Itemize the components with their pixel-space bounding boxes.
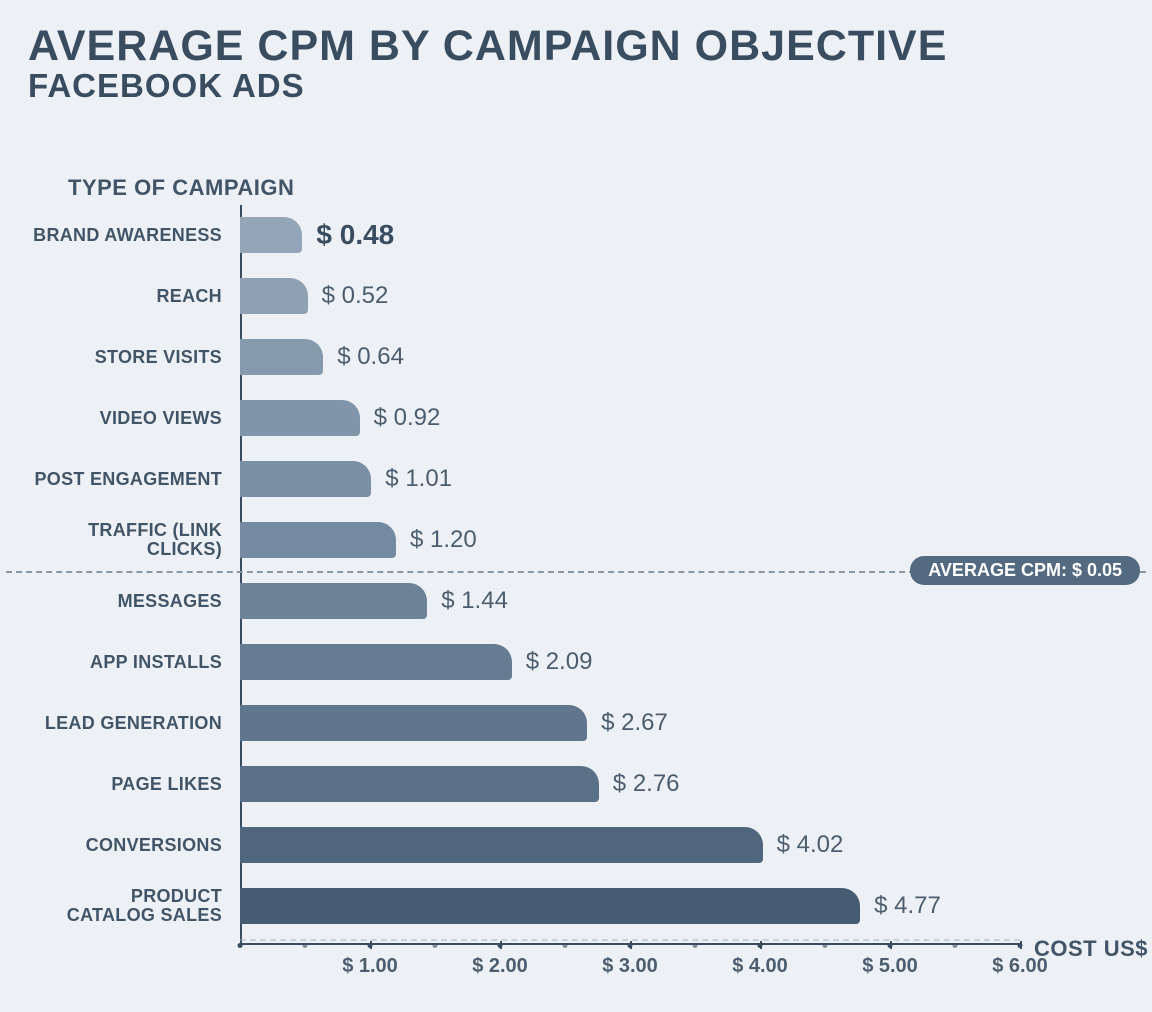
bar: $ 0.48: [240, 217, 302, 253]
bar-value: $ 2.67: [587, 709, 668, 737]
bar-row: REACH$ 0.52: [240, 278, 308, 314]
x-tick-label: $ 4.00: [732, 955, 788, 978]
x-tick-dot: [498, 943, 503, 948]
x-tick-dot: [628, 943, 633, 948]
bar-row: CONVERSIONS$ 4.02: [240, 827, 763, 863]
bar-label: BRAND AWARENESS: [20, 226, 240, 245]
bar: $ 2.09: [240, 644, 512, 680]
bar-value: $ 2.76: [599, 770, 680, 798]
bar-label: VIDEO VIEWS: [20, 409, 240, 428]
bar-row: PAGE LIKES$ 2.76: [240, 766, 599, 802]
bar-row: TRAFFIC (LINK CLICKS)$ 1.20: [240, 522, 396, 558]
chart-title: AVERAGE CPM BY CAMPAIGN OBJECTIVE: [28, 22, 1152, 71]
bar-value: $ 4.77: [860, 892, 941, 920]
bar-row: LEAD GENERATION$ 2.67: [240, 705, 587, 741]
chart-subtitle: FACEBOOK ADS: [28, 67, 1152, 105]
bar-value: $ 0.92: [360, 404, 441, 432]
bar: $ 2.67: [240, 705, 587, 741]
bar: $ 4.77: [240, 888, 860, 924]
bar: $ 1.20: [240, 522, 396, 558]
bar-label: PAGE LIKES: [20, 775, 240, 794]
bar-label: APP INSTALLS: [20, 653, 240, 672]
x-tick-label: $ 3.00: [602, 955, 658, 978]
x-minor-dot: [563, 943, 568, 948]
x-tick-dot: [758, 943, 763, 948]
bar: $ 0.64: [240, 339, 323, 375]
x-minor-dot: [953, 943, 958, 948]
bar-value: $ 4.02: [763, 831, 844, 859]
x-tick-label: $ 2.00: [472, 955, 528, 978]
y-axis-label: TYPE OF CAMPAIGN: [68, 175, 294, 201]
x-origin-dot: [238, 943, 243, 948]
bar-value: $ 1.01: [371, 465, 452, 493]
x-minor-dot: [303, 943, 308, 948]
x-minor-dot: [693, 943, 698, 948]
bar: $ 0.52: [240, 278, 308, 314]
bar-value: $ 0.52: [308, 282, 389, 310]
bar-label: POST ENGAGEMENT: [20, 470, 240, 489]
bar-row: BRAND AWARENESS$ 0.48: [240, 217, 302, 253]
x-tick-label: $ 1.00: [342, 955, 398, 978]
bar-value: $ 0.64: [323, 343, 404, 371]
average-badge: AVERAGE CPM: $ 0.05: [910, 556, 1140, 585]
bar-row: VIDEO VIEWS$ 0.92: [240, 400, 360, 436]
bar-label: REACH: [20, 287, 240, 306]
bar: $ 1.44: [240, 583, 427, 619]
bar: $ 2.76: [240, 766, 599, 802]
bar-row: POST ENGAGEMENT$ 1.01: [240, 461, 371, 497]
x-tick-dot: [1018, 943, 1023, 948]
x-tick-label: $ 5.00: [862, 955, 918, 978]
x-tick-dot: [368, 943, 373, 948]
bar-label: CONVERSIONS: [20, 836, 240, 855]
x-minor-dot: [433, 943, 438, 948]
bar-label: PRODUCTCATALOG SALES: [20, 887, 240, 925]
bar-label: MESSAGES: [20, 592, 240, 611]
bar-value: $ 2.09: [512, 648, 593, 676]
bar-row: STORE VISITS$ 0.64: [240, 339, 323, 375]
x-tick-label: $ 6.00: [992, 955, 1048, 978]
bar-row: APP INSTALLS$ 2.09: [240, 644, 512, 680]
bar-row: PRODUCTCATALOG SALES$ 4.77: [240, 888, 860, 924]
x-axis-label: COST US$: [1034, 936, 1148, 962]
x-minor-dot: [823, 943, 828, 948]
bar: $ 4.02: [240, 827, 763, 863]
bar-row: MESSAGES$ 1.44: [240, 583, 427, 619]
bar-value: $ 1.20: [396, 526, 477, 554]
bar-value: $ 1.44: [427, 587, 508, 615]
bar-label: LEAD GENERATION: [20, 714, 240, 733]
x-tick-dot: [888, 943, 893, 948]
chart-area: COST US$ BRAND AWARENESS$ 0.48REACH$ 0.5…: [240, 205, 1020, 945]
bar-label: STORE VISITS: [20, 348, 240, 367]
bar: $ 0.92: [240, 400, 360, 436]
bar-value: $ 0.48: [302, 219, 394, 251]
bar: $ 1.01: [240, 461, 371, 497]
bar-label: TRAFFIC (LINK CLICKS): [20, 521, 240, 559]
